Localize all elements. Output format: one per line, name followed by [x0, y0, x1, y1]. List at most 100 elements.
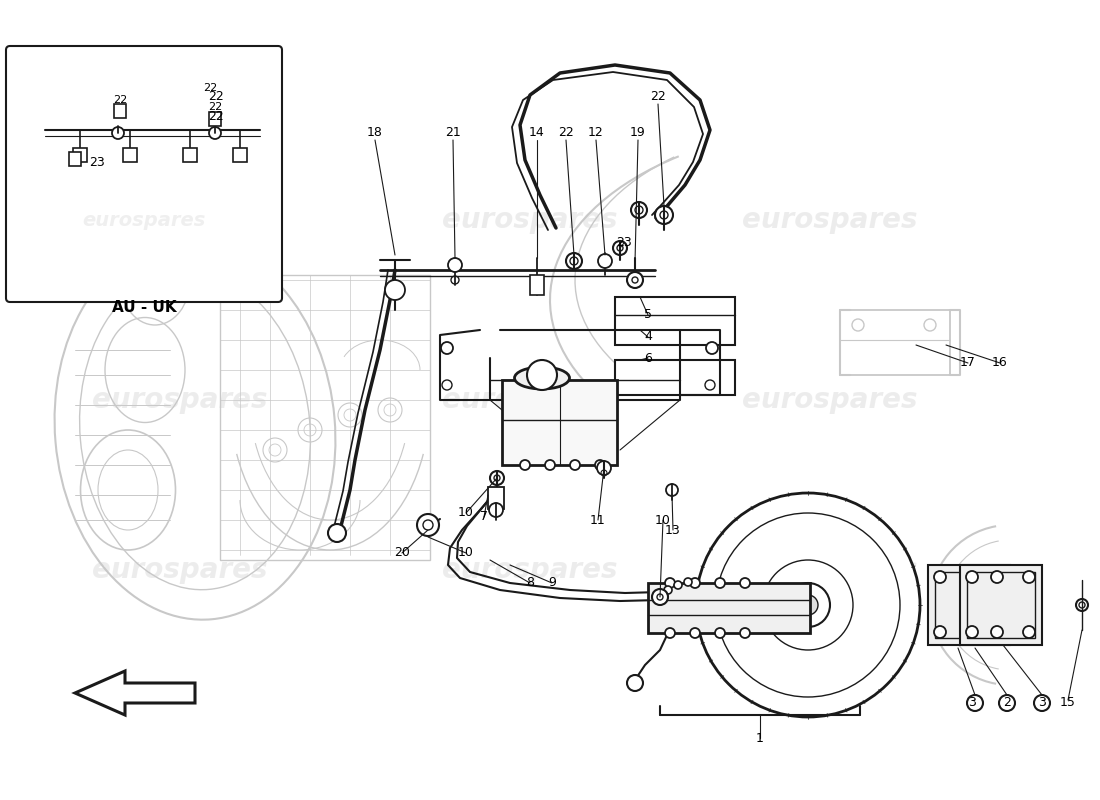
Text: 10: 10 [458, 506, 474, 519]
Bar [123, 148, 138, 162]
Circle shape [666, 578, 675, 588]
Circle shape [595, 460, 605, 470]
Text: eurospares: eurospares [82, 210, 206, 230]
Text: 19: 19 [630, 126, 646, 139]
Text: eurospares: eurospares [442, 206, 618, 234]
Bar [183, 148, 197, 162]
Bar [530, 275, 544, 295]
Bar [73, 148, 87, 162]
Text: eurospares: eurospares [92, 386, 267, 414]
Bar [615, 360, 735, 395]
Text: 22: 22 [558, 126, 574, 139]
Text: 12: 12 [588, 126, 604, 139]
Text: 22: 22 [208, 110, 224, 123]
Circle shape [705, 380, 715, 390]
Bar [502, 380, 617, 465]
Bar [928, 565, 1010, 645]
Text: 22: 22 [650, 90, 666, 103]
Text: 1: 1 [756, 731, 763, 745]
Circle shape [666, 484, 678, 496]
Text: 23: 23 [89, 157, 104, 170]
Ellipse shape [515, 367, 570, 389]
Circle shape [417, 514, 439, 536]
Circle shape [613, 241, 627, 255]
Text: 22: 22 [113, 95, 128, 105]
Bar [114, 104, 126, 118]
Text: AU - UK: AU - UK [112, 299, 176, 314]
Bar [960, 565, 1042, 645]
Circle shape [674, 581, 682, 589]
Circle shape [627, 272, 644, 288]
Circle shape [112, 127, 124, 139]
Bar [935, 572, 1003, 638]
Text: 22: 22 [208, 102, 222, 112]
Circle shape [652, 589, 668, 605]
Circle shape [1076, 599, 1088, 611]
Circle shape [999, 695, 1015, 711]
Text: eurospares: eurospares [742, 206, 917, 234]
Bar [220, 275, 430, 560]
Circle shape [570, 460, 580, 470]
Circle shape [1023, 626, 1035, 638]
Text: 9: 9 [548, 577, 556, 590]
Bar [648, 583, 810, 633]
Bar [840, 310, 950, 375]
Circle shape [441, 342, 453, 354]
Circle shape [631, 202, 647, 218]
Text: 3: 3 [968, 697, 976, 710]
Text: 6: 6 [645, 351, 652, 365]
Text: 13: 13 [666, 523, 681, 537]
Text: eurospares: eurospares [442, 386, 618, 414]
Circle shape [544, 460, 556, 470]
Circle shape [991, 626, 1003, 638]
Text: eurospares: eurospares [442, 556, 618, 584]
Circle shape [448, 258, 462, 272]
Text: 2: 2 [1003, 697, 1011, 710]
Circle shape [527, 360, 557, 390]
Circle shape [654, 206, 673, 224]
Circle shape [1034, 695, 1050, 711]
Circle shape [740, 578, 750, 588]
Circle shape [666, 628, 675, 638]
Circle shape [635, 206, 643, 214]
Text: 3: 3 [1038, 697, 1046, 710]
Bar [69, 152, 81, 166]
Bar [488, 487, 504, 509]
Text: 22: 22 [202, 83, 217, 93]
Bar [233, 148, 248, 162]
Text: 4: 4 [645, 330, 652, 343]
Circle shape [934, 571, 946, 583]
Circle shape [706, 342, 718, 354]
Circle shape [328, 524, 346, 542]
Text: 8: 8 [526, 577, 534, 590]
Text: 20: 20 [394, 546, 410, 559]
Circle shape [385, 280, 405, 300]
Circle shape [715, 628, 725, 638]
Circle shape [664, 586, 672, 594]
Text: 14: 14 [529, 126, 544, 139]
Text: 11: 11 [590, 514, 606, 526]
Circle shape [924, 319, 936, 331]
Text: 10: 10 [458, 546, 474, 559]
Circle shape [715, 578, 725, 588]
Circle shape [966, 571, 978, 583]
Circle shape [490, 503, 503, 517]
Text: 17: 17 [960, 357, 976, 370]
Circle shape [696, 493, 920, 717]
Circle shape [690, 628, 700, 638]
Text: 15: 15 [1060, 697, 1076, 710]
Circle shape [209, 127, 221, 139]
Text: 23: 23 [68, 157, 82, 167]
Text: 22: 22 [208, 90, 224, 103]
Circle shape [490, 471, 504, 485]
Bar [615, 297, 735, 345]
Text: eurospares: eurospares [742, 556, 917, 584]
Circle shape [690, 578, 700, 588]
Circle shape [598, 254, 612, 268]
Circle shape [852, 319, 864, 331]
Text: eurospares: eurospares [92, 556, 267, 584]
Text: 5: 5 [644, 309, 652, 322]
Circle shape [566, 253, 582, 269]
Circle shape [520, 460, 530, 470]
Text: 10: 10 [656, 514, 671, 526]
